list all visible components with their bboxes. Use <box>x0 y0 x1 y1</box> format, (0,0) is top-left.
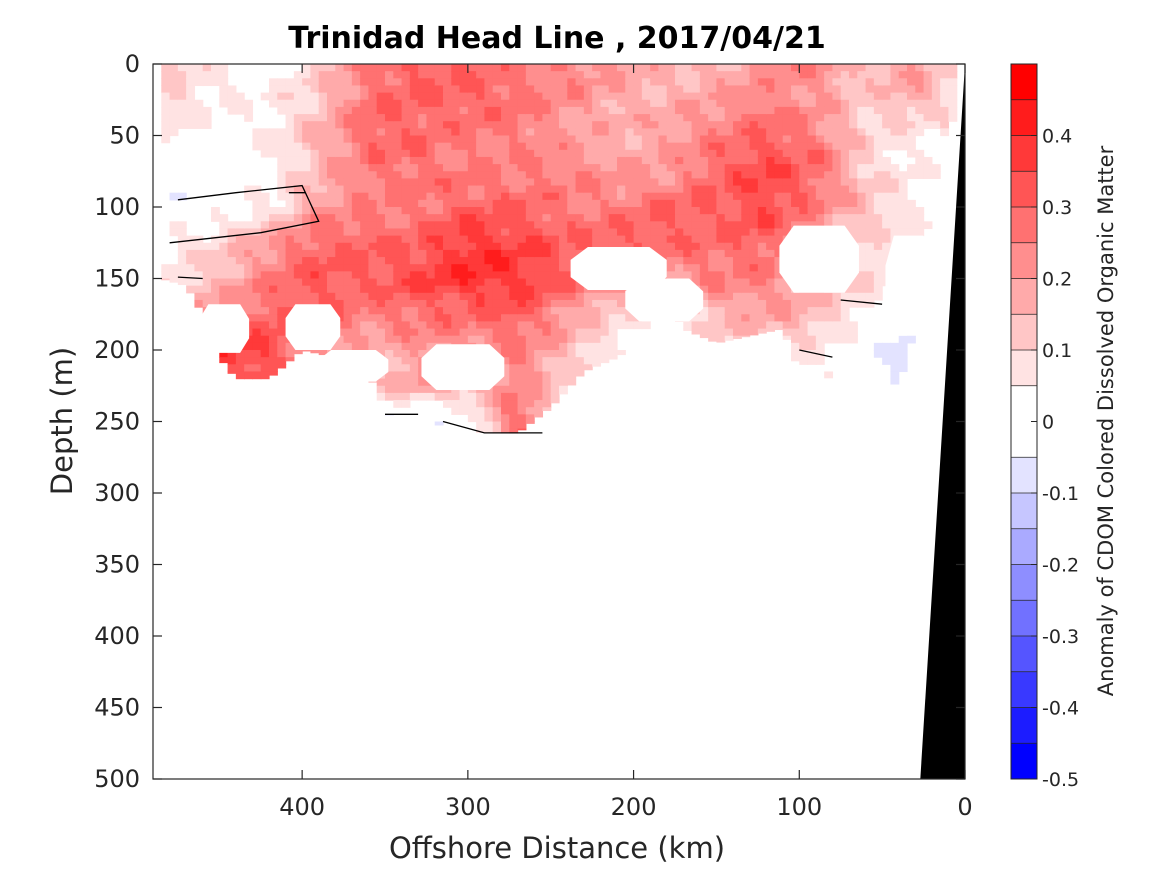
data-gap <box>779 225 859 293</box>
colorbar-frame <box>1010 63 1038 780</box>
x-tick-label: 400 <box>279 793 325 821</box>
colorbar-segment <box>1011 314 1037 351</box>
zero-contour-line <box>169 184 320 244</box>
y-axis-ticks: 0 50 100 150 200 250 300 350 400 450 500 <box>94 50 965 793</box>
colorbar-tick-label: -0.4 <box>1042 698 1079 720</box>
colorbar-segment <box>1011 135 1037 172</box>
colorbar-segment <box>1011 636 1037 673</box>
colorbar-segment <box>1011 671 1037 708</box>
y-tick-label: 100 <box>94 193 140 221</box>
colorbar-segment <box>1011 743 1037 780</box>
shelf-polygon <box>920 64 965 779</box>
colorbar-segment <box>1011 528 1037 565</box>
y-tick-label: 450 <box>94 694 140 722</box>
colorbar-tick-label: -0.5 <box>1042 769 1079 791</box>
colorbar-tick-label: 0 <box>1042 412 1054 434</box>
colorbar-segment <box>1011 99 1037 136</box>
y-tick-label: 350 <box>94 551 140 579</box>
colorbar-tick-label: -0.3 <box>1042 626 1079 648</box>
data-gap <box>199 304 250 353</box>
data-gap <box>885 235 932 336</box>
y-tick-label: 500 <box>94 765 140 793</box>
zero-contour-line <box>177 276 203 280</box>
colorbar-tick-label: 0.1 <box>1042 340 1072 362</box>
zero-contours <box>169 184 883 434</box>
zero-contour-line <box>799 349 833 358</box>
colorbar-tick-label: -0.2 <box>1042 555 1079 577</box>
data-gap <box>625 278 704 322</box>
y-tick-label: 400 <box>94 622 140 650</box>
y-tick-label: 300 <box>94 479 140 507</box>
y-tick-label: 150 <box>94 265 140 293</box>
colorbar-segment <box>1011 207 1037 244</box>
x-axis-label: Offshore Distance (km) <box>389 831 725 865</box>
colorbar-segment <box>1011 64 1037 101</box>
x-tick-label: 300 <box>445 793 491 821</box>
x-tick-label: 100 <box>776 793 822 821</box>
colorbar-segment <box>1011 350 1037 387</box>
colorbar-tick-label: 0.2 <box>1042 269 1072 291</box>
y-axis-label: Depth (m) <box>45 347 79 495</box>
data-gap <box>421 344 505 391</box>
colorbar-segment <box>1011 278 1037 315</box>
colorbar-segment <box>1011 493 1037 530</box>
colorbar-segment <box>1011 707 1037 744</box>
colorbar-segment <box>1011 242 1037 279</box>
colorbar-label: Anomaly of CDOM Colored Dissolved Organi… <box>1094 145 1118 696</box>
y-tick-label: 0 <box>125 50 140 78</box>
zero-contour-line <box>442 420 543 434</box>
y-tick-label: 50 <box>109 122 140 150</box>
colorbar-segment <box>1011 564 1037 601</box>
y-tick-label: 250 <box>94 408 140 436</box>
zero-contour-line <box>840 299 883 305</box>
x-tick-label: 200 <box>611 793 657 821</box>
colorbar-segment <box>1011 600 1037 637</box>
colorbar-segment <box>1011 457 1037 494</box>
colorbar-tick-label: -0.1 <box>1042 483 1079 505</box>
data-gap <box>285 304 341 350</box>
colorbar-segment <box>1011 171 1037 208</box>
colorbar-tick-label: 0.3 <box>1042 197 1072 219</box>
chart-title: Trinidad Head Line , 2017/04/21 <box>288 21 825 56</box>
missing-data-mask <box>199 225 932 391</box>
x-axis-ticks: 400 300 200 100 0 <box>279 64 973 821</box>
colorbar-tick-label: 0.4 <box>1042 126 1072 148</box>
x-tick-label: 0 <box>957 793 972 821</box>
continental-shelf <box>920 64 965 779</box>
data-gap <box>318 350 389 382</box>
y-tick-label: 200 <box>94 336 140 364</box>
colorbar-ticks: 0.4 0.3 0.2 0.1 0 -0.1 -0.2 -0.3 -0.4 -0.5 <box>1031 126 1079 791</box>
